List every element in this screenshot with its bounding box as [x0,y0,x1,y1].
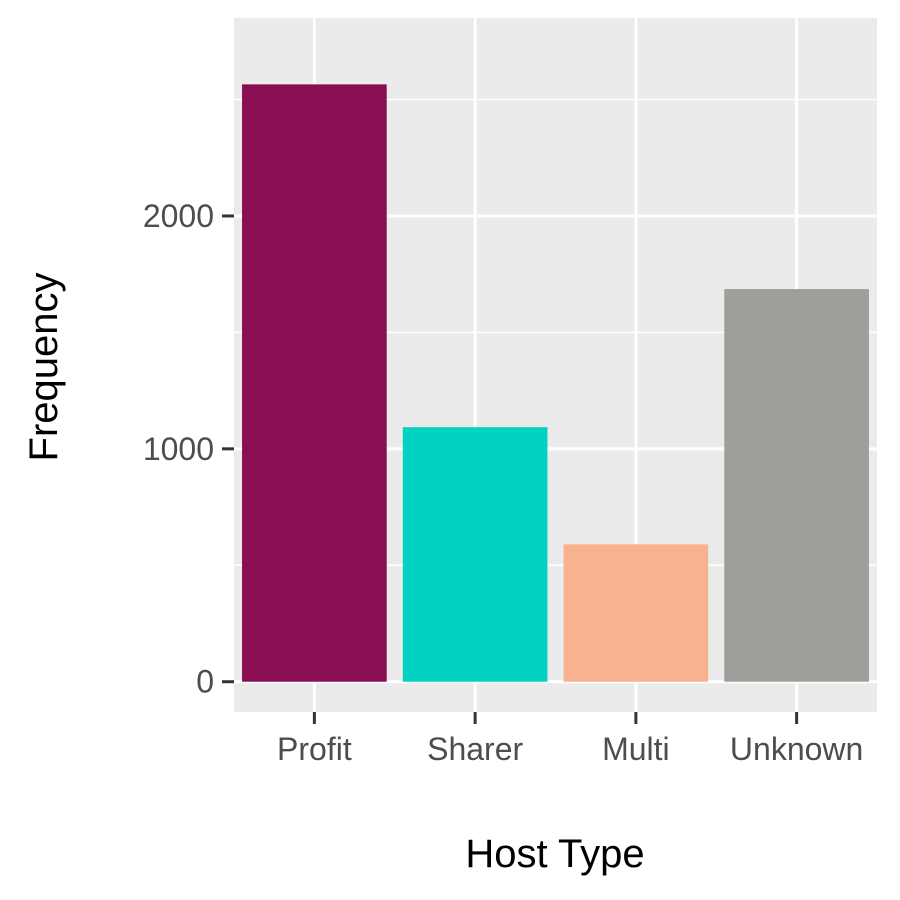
x-axis-title: Host Type [465,832,644,876]
y-axis: 0 1000 2000 [143,198,234,700]
bar-multi [563,544,709,682]
x-tick-label: Profit [277,731,352,767]
y-tick-label: 1000 [143,431,214,467]
bar-profit [242,84,387,682]
y-axis-title: Frequency [22,273,66,462]
bars [242,84,869,682]
y-tick-label: 0 [196,664,214,700]
x-tick-label: Sharer [427,731,523,767]
x-tick-label: Multi [602,731,670,767]
bar-sharer [402,427,548,682]
x-axis: Profit Sharer Multi Unknown [277,712,863,767]
bar-unknown [724,289,869,682]
y-tick-label: 2000 [143,198,214,234]
x-tick-label: Unknown [730,731,863,767]
